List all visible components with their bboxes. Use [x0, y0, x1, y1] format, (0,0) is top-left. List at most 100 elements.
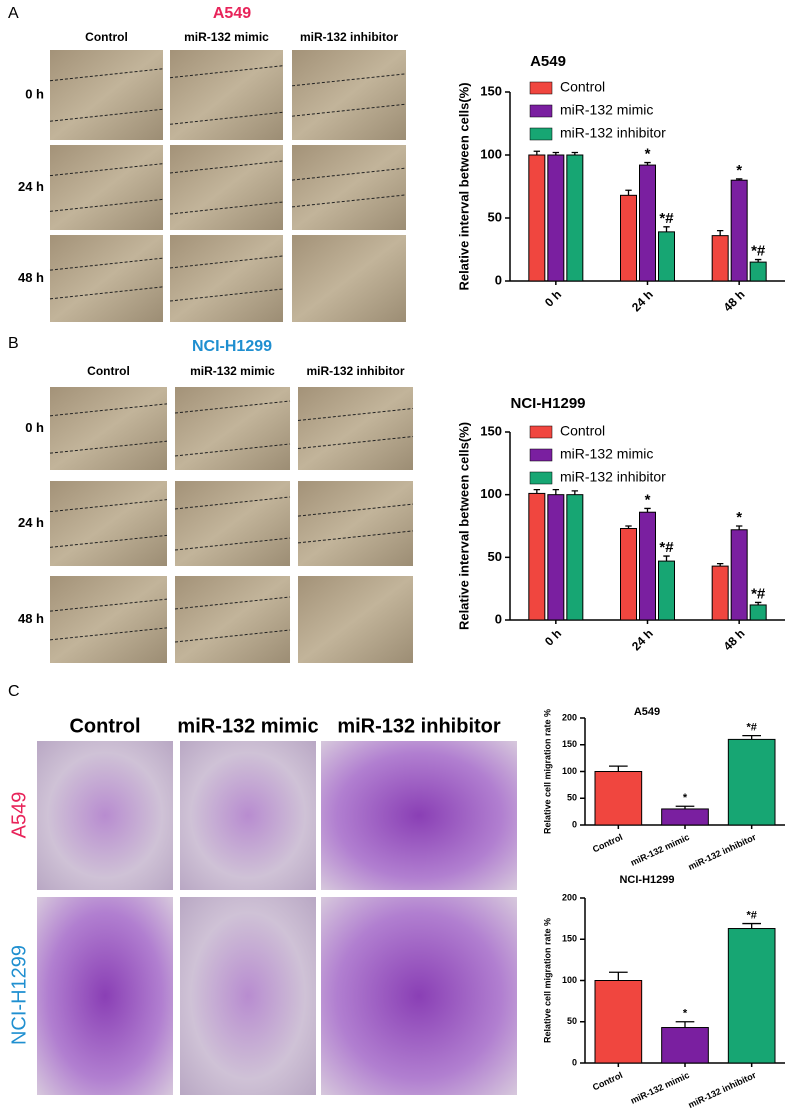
- row-label: 48 h: [18, 270, 44, 285]
- bar: [727, 738, 776, 826]
- y-tick-label: 150: [480, 83, 502, 98]
- micrograph: [170, 145, 283, 230]
- micrograph: [170, 235, 283, 322]
- error-bar: [625, 189, 632, 196]
- x-tick-label: miR-132 inhibitor: [687, 832, 758, 872]
- wound-edge: [297, 436, 414, 450]
- column-header: Control: [85, 30, 128, 44]
- y-tick-label: 100: [562, 975, 577, 985]
- bar: [749, 261, 767, 282]
- micrograph: [50, 145, 163, 230]
- wound-edge: [291, 167, 407, 181]
- y-tick-label: 50: [567, 793, 577, 803]
- error-bar: [754, 258, 762, 263]
- legend-label: Control: [560, 423, 605, 439]
- significance-mark: *: [736, 509, 742, 526]
- significance-mark: *#: [746, 722, 756, 734]
- micrograph: [298, 576, 413, 663]
- row-label: NCI-H1299: [8, 945, 30, 1045]
- wound-edge: [169, 255, 284, 269]
- micrograph: [292, 145, 406, 230]
- row-label: 0 h: [25, 420, 44, 435]
- wound-edge: [169, 160, 284, 174]
- legend-swatch: [529, 104, 553, 118]
- significance-mark: *: [645, 491, 651, 508]
- micrograph: [37, 897, 173, 1095]
- wound-edge: [49, 286, 164, 300]
- wound-edge: [174, 537, 291, 551]
- y-tick-label: 0: [495, 611, 502, 626]
- panel-title: NCI-H1299: [192, 338, 272, 355]
- wound-edge: [291, 73, 407, 87]
- error-bar: [675, 1021, 695, 1028]
- micrograph: [37, 741, 173, 890]
- bar: [730, 179, 748, 282]
- x-tick-label: miR-132 inhibitor: [687, 1070, 758, 1110]
- x-tick-label: Control: [591, 1070, 624, 1093]
- x-tick-label: miR-132 mimic: [629, 1070, 691, 1106]
- x-tick-label: 48 h: [721, 626, 748, 653]
- bar: [661, 808, 709, 826]
- bar: [658, 560, 675, 621]
- wound-edge: [174, 629, 291, 643]
- wound-edge: [297, 530, 414, 544]
- chart-title: A549: [530, 53, 566, 70]
- bar: [528, 492, 546, 621]
- bar: [594, 771, 643, 826]
- legend-label: miR-132 mimic: [560, 102, 653, 118]
- column-header: miR-132 inhibitor: [337, 715, 501, 737]
- x-tick-label: 0 h: [542, 626, 564, 648]
- micrograph: [50, 481, 167, 566]
- bar: [566, 494, 584, 621]
- error-bar: [609, 765, 628, 772]
- panel-letter: A: [8, 5, 19, 22]
- x-tick-label: 24 h: [629, 287, 656, 314]
- legend-label: Control: [560, 79, 605, 95]
- wound-edge: [169, 65, 284, 79]
- legend-swatch: [529, 127, 553, 141]
- column-header: Control: [87, 364, 130, 378]
- wound-edge: [174, 443, 291, 457]
- y-tick-label: 0: [572, 1057, 577, 1067]
- y-tick-label: 150: [562, 739, 577, 749]
- micrograph: [50, 387, 167, 470]
- error-bar: [533, 150, 541, 155]
- micrograph: [175, 387, 290, 470]
- micrograph: [50, 576, 167, 663]
- wound-edge: [49, 163, 164, 177]
- significance-mark: *#: [746, 909, 756, 921]
- error-bar: [552, 489, 560, 495]
- error-bar: [675, 805, 695, 809]
- legend-swatch: [529, 448, 553, 462]
- micrograph: [170, 50, 283, 140]
- legend-label: miR-132 inhibitor: [560, 125, 666, 141]
- error-bar: [552, 151, 560, 155]
- error-bar: [609, 971, 628, 981]
- y-tick-label: 200: [562, 892, 577, 902]
- row-label: 24 h: [18, 179, 44, 194]
- wound-edge: [291, 194, 407, 208]
- row-label: 24 h: [18, 515, 44, 530]
- legend-label: miR-132 mimic: [560, 446, 653, 462]
- bar: [620, 194, 637, 282]
- wound-edge: [174, 596, 291, 610]
- column-header: miR-132 inhibitor: [306, 364, 404, 378]
- wound-edge: [291, 103, 407, 117]
- y-axis-label: Relative interval between cells(%): [456, 422, 471, 630]
- significance-mark: *: [683, 792, 688, 804]
- wound-edge: [49, 68, 164, 82]
- significance-mark: *#: [751, 243, 766, 260]
- bar: [547, 494, 565, 621]
- micrograph: [50, 235, 163, 322]
- chart-title: NCI-H1299: [510, 395, 585, 412]
- micrograph: [321, 897, 517, 1095]
- column-header: miR-132 mimic: [190, 364, 275, 378]
- bar: [661, 1027, 709, 1064]
- y-tick-label: 0: [572, 819, 577, 829]
- bar: [639, 164, 656, 282]
- legend-label: miR-132 inhibitor: [560, 469, 666, 485]
- error-bar: [742, 922, 761, 929]
- bar: [727, 928, 776, 1064]
- error-bar: [571, 490, 579, 495]
- row-label: A549: [8, 792, 30, 839]
